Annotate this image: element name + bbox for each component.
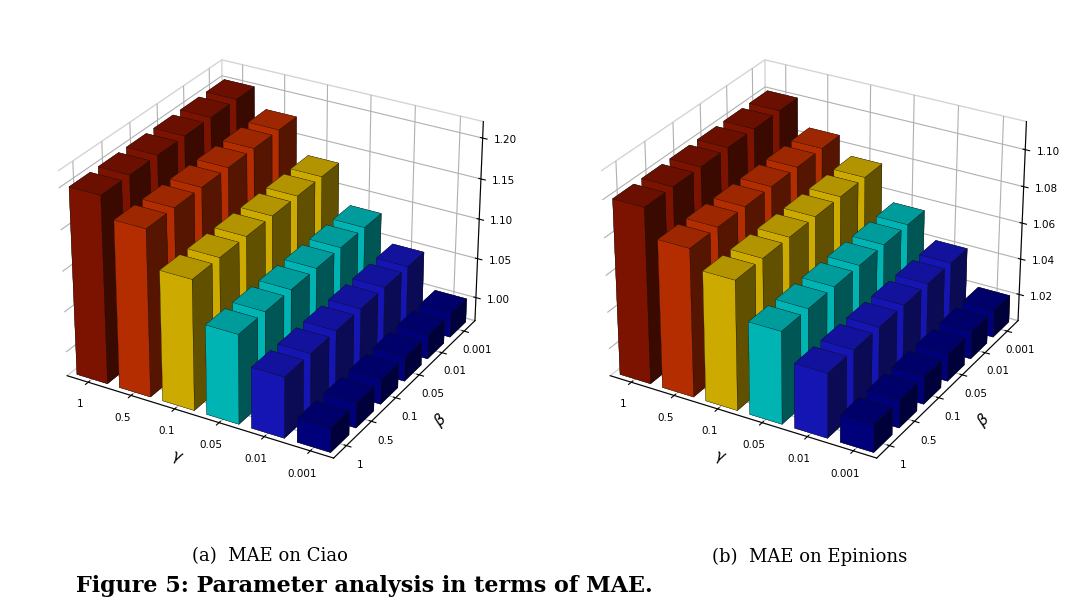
Text: (b)  MAE on Epinions: (b) MAE on Epinions [713, 547, 907, 566]
X-axis label: $\gamma$: $\gamma$ [712, 449, 728, 468]
Y-axis label: $\beta$: $\beta$ [430, 410, 451, 431]
Text: (a)  MAE on Ciao: (a) MAE on Ciao [192, 547, 348, 565]
Text: Figure 5: Parameter analysis in terms of MAE.: Figure 5: Parameter analysis in terms of… [76, 574, 652, 597]
X-axis label: $\gamma$: $\gamma$ [168, 449, 185, 468]
Y-axis label: $\beta$: $\beta$ [973, 410, 995, 431]
